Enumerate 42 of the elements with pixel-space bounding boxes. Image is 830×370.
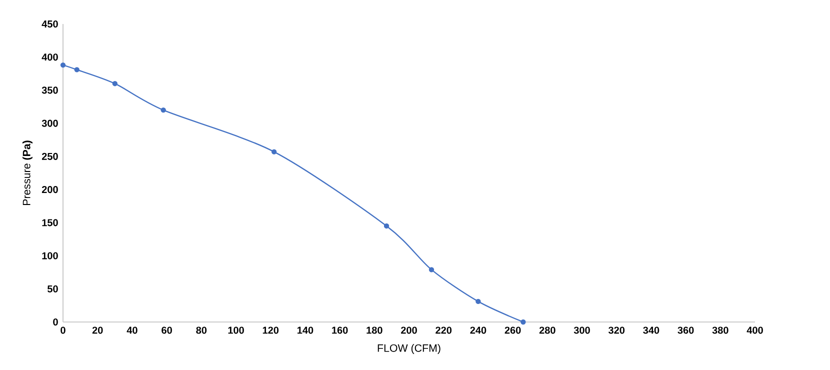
point (74, 67, 80, 72)
y-tick-label: 250 (42, 152, 58, 160)
x-tick-label: 160 (332, 326, 348, 334)
point (271, 149, 277, 154)
y-tick-label: 50 (47, 285, 58, 292)
x-tick-label: 340 (643, 326, 660, 334)
point (112, 80, 118, 86)
y-tick-label: 150 (42, 219, 58, 226)
y-tick-label: 300 (42, 120, 58, 127)
y-tick-label: 400 (42, 54, 58, 61)
y-tick-label: 350 (42, 86, 58, 94)
x-tick-label: 380 (712, 326, 728, 334)
y-axis-title: Pressure (Pa) (22, 140, 32, 206)
point (160, 107, 166, 113)
point (520, 319, 526, 325)
x-tick-label: 20 (92, 326, 103, 334)
x-tick-label: 300 (574, 326, 590, 334)
y-tick-label: 200 (42, 186, 58, 194)
x-tick-label: 100 (228, 326, 244, 334)
x-axis-title: FLOW (CFM) (378, 344, 440, 354)
x-tick-label: 240 (470, 326, 486, 334)
x-tick-label: 60 (162, 326, 172, 334)
x-tick-label: 360 (678, 326, 694, 334)
x-tick-label: 40 (126, 326, 138, 334)
x-tick-label: 400 (746, 326, 763, 334)
x-tick-label: 180 (366, 326, 382, 334)
point (476, 298, 481, 304)
x-tick-label: 280 (539, 326, 556, 334)
x-tick-label: 120 (262, 326, 279, 334)
x-tick-label: 140 (297, 326, 314, 334)
x-tick-label: 200 (401, 326, 417, 334)
point (428, 267, 434, 272)
x-tick-label: 220 (436, 326, 452, 334)
y-tick-label: 450 (42, 20, 58, 28)
y-tick-label: 100 (42, 252, 58, 260)
x-tick-label: 320 (608, 326, 625, 334)
point (60, 62, 66, 68)
point (384, 223, 390, 229)
x-tick-label: 0 (60, 326, 66, 334)
x-tick-label: 260 (504, 326, 521, 334)
x-tick-label: 80 (196, 326, 207, 334)
y-tick-label: 0 (53, 318, 58, 326)
